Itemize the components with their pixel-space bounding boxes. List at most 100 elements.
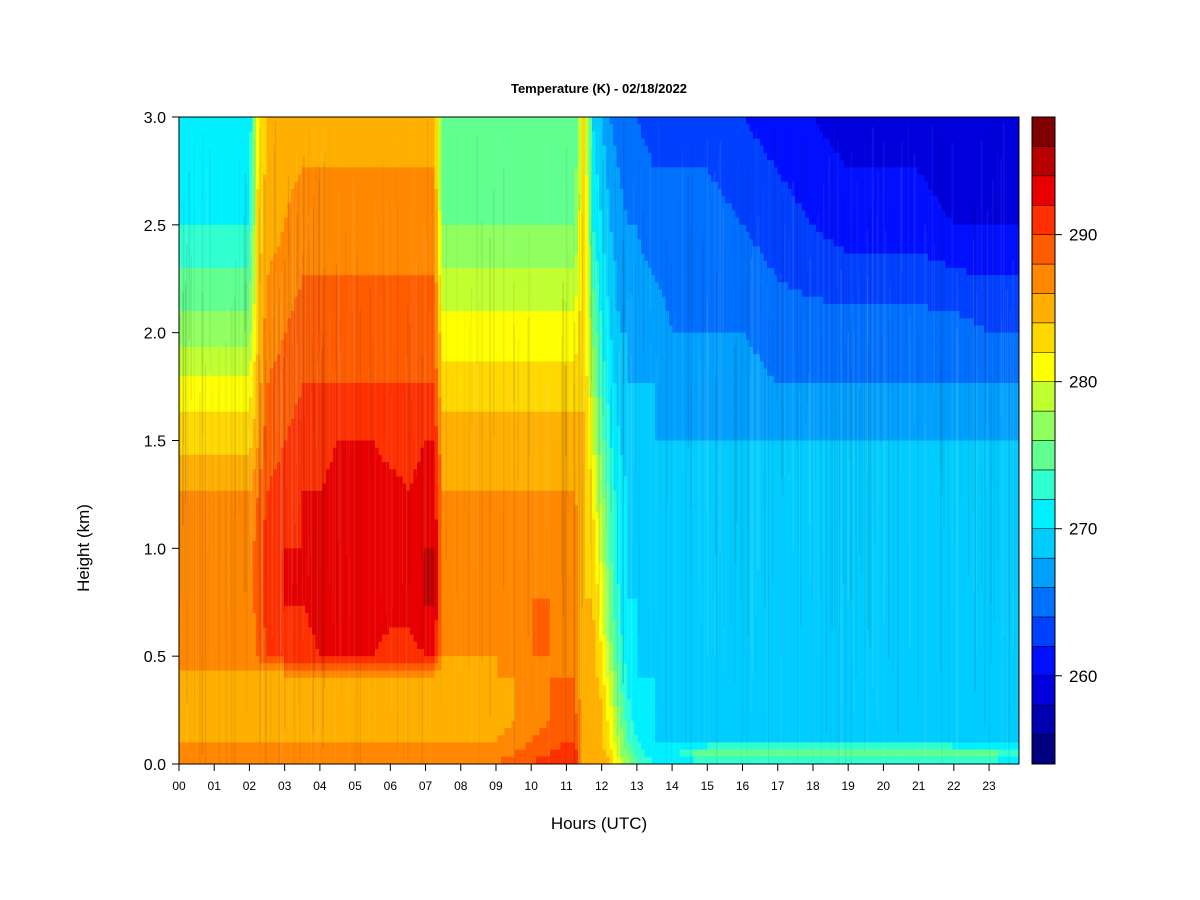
heatmap-cell [340, 160, 344, 168]
heatmap-cell [519, 210, 523, 218]
heatmap-cell [550, 117, 554, 125]
heatmap-cell [529, 182, 533, 190]
heatmap-cell [956, 210, 960, 218]
heatmap-cell [347, 218, 351, 226]
heatmap-cell [519, 232, 523, 240]
heatmap-cell [554, 117, 558, 125]
heatmap-cell [893, 189, 897, 197]
heatmap-cell [484, 196, 488, 204]
heatmap-cell [956, 218, 960, 226]
heatmap-cell [673, 160, 677, 168]
heatmap-cell [536, 139, 540, 147]
heatmap-cell [680, 210, 684, 218]
heatmap-cell [193, 146, 197, 154]
heatmap-cell [886, 146, 890, 154]
heatmap-cell [575, 167, 579, 175]
heatmap-cell [305, 139, 309, 147]
heatmap-cell [512, 225, 516, 233]
heatmap-cell [337, 124, 341, 132]
heatmap-cell [403, 232, 407, 240]
heatmap-cell [673, 124, 677, 132]
heatmap-cell [662, 210, 666, 218]
heatmap-cell [533, 175, 537, 183]
heatmap-cell [610, 189, 614, 197]
heatmap-cell [680, 167, 684, 175]
heatmap-cell [554, 218, 558, 226]
heatmap-cell [442, 254, 446, 262]
heatmap-cell [568, 210, 572, 218]
heatmap-cell [305, 203, 309, 211]
heatmap-cell [459, 131, 463, 139]
heatmap-cell [438, 117, 442, 125]
heatmap-cell [463, 254, 467, 262]
heatmap-cell [725, 261, 729, 269]
heatmap-cell [928, 225, 932, 233]
heatmap-cell [400, 124, 404, 132]
heatmap-cell [967, 160, 971, 168]
heatmap-cell [225, 131, 229, 139]
heatmap-cell [354, 117, 358, 125]
heatmap-cell [519, 225, 523, 233]
heatmap-cell [333, 203, 337, 211]
heatmap-cell [963, 203, 967, 211]
heatmap-cell [372, 182, 376, 190]
heatmap-cell [232, 196, 236, 204]
heatmap-cell [218, 153, 222, 161]
heatmap-cell [813, 232, 817, 240]
heatmap-cell [214, 218, 218, 226]
heatmap-cell [382, 232, 386, 240]
heatmap-cell [729, 196, 733, 204]
heatmap-cell [725, 167, 729, 175]
heatmap-cell [743, 246, 747, 254]
heatmap-cell [270, 153, 274, 161]
heatmap-cell [669, 167, 673, 175]
heatmap-cell [827, 124, 831, 132]
heatmap-cell [305, 117, 309, 125]
heatmap-cell [277, 146, 281, 154]
heatmap-cell [242, 139, 246, 147]
heatmap-cell [382, 146, 386, 154]
heatmap-cell [512, 182, 516, 190]
heatmap-cell [239, 124, 243, 132]
heatmap-cell [550, 146, 554, 154]
heatmap-cell [305, 153, 309, 161]
heatmap-cell [536, 196, 540, 204]
heatmap-cell [253, 124, 257, 132]
heatmap-cell [375, 146, 379, 154]
heatmap-cell [767, 139, 771, 147]
heatmap-cell [421, 131, 425, 139]
heatmap-cell [862, 117, 866, 125]
heatmap-cell [547, 167, 551, 175]
heatmap-cell [963, 131, 967, 139]
heatmap-cell [319, 124, 323, 132]
heatmap-cell [281, 189, 285, 197]
heatmap-cell [550, 139, 554, 147]
heatmap-cell [407, 124, 411, 132]
heatmap-cell [1009, 175, 1013, 183]
heatmap-cell [806, 246, 810, 254]
heatmap-cell [764, 203, 768, 211]
heatmap-cell [312, 146, 316, 154]
heatmap-cell [578, 153, 582, 161]
heatmap-cell [225, 146, 229, 154]
heatmap-cell [484, 189, 488, 197]
heatmap-cell [379, 153, 383, 161]
heatmap-cell [491, 182, 495, 190]
heatmap-cell [970, 131, 974, 139]
heatmap-cell [456, 139, 460, 147]
heatmap-cell [732, 175, 736, 183]
heatmap-cell [421, 153, 425, 161]
heatmap-cell [893, 196, 897, 204]
heatmap-cell [330, 182, 334, 190]
heatmap-cell [701, 175, 705, 183]
heatmap-cell [694, 261, 698, 269]
heatmap-cell [974, 160, 978, 168]
heatmap-cell [242, 146, 246, 154]
heatmap-cell [645, 146, 649, 154]
heatmap-cell [781, 153, 785, 161]
heatmap-cell [340, 167, 344, 175]
heatmap-cell [568, 196, 572, 204]
heatmap-cell [914, 124, 918, 132]
heatmap-cell [519, 146, 523, 154]
heatmap-cell [393, 117, 397, 125]
